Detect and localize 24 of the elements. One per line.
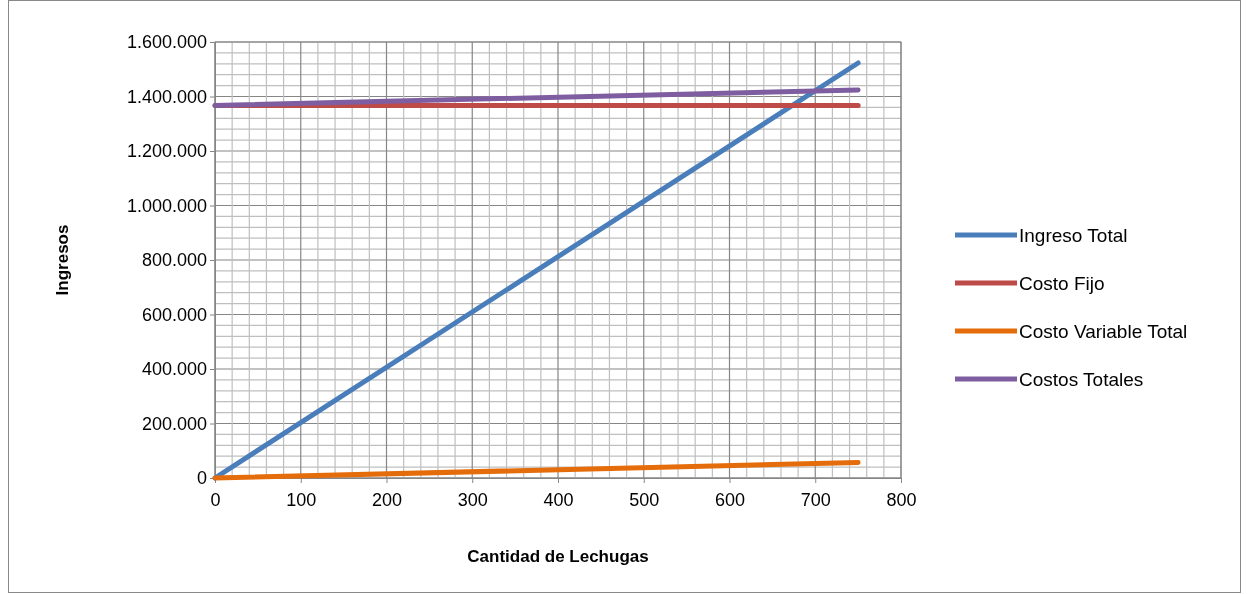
y-tick-label: 0 — [196, 468, 207, 489]
y-tick-label: 1.200.000 — [126, 141, 207, 162]
x-tick-label: 700 — [800, 489, 831, 510]
x-tick-label: 100 — [286, 489, 317, 510]
x-tick-label: 200 — [371, 489, 403, 510]
x-tick-label: 0 — [210, 489, 221, 510]
y-tick-label: 1.000.000 — [126, 195, 207, 216]
legend-label: Costos Totales — [1019, 369, 1144, 390]
x-tick-label: 600 — [714, 489, 746, 510]
y-tick-label: 400.000 — [141, 359, 207, 380]
x-axis-title: Cantidad de Lechugas — [467, 547, 649, 566]
x-tick-label: 500 — [629, 489, 660, 510]
legend-label: Ingreso Total — [1019, 225, 1128, 246]
y-tick-label: 800.000 — [141, 250, 207, 271]
x-tick-label: 300 — [457, 489, 488, 510]
x-tick-label: 400 — [543, 489, 574, 510]
legend-label: Costo Fijo — [1019, 273, 1105, 294]
y-tick-label: 1.600.000 — [126, 32, 207, 53]
y-axis-title: Ingresos — [53, 224, 72, 296]
y-tick-label: 600.000 — [141, 304, 207, 325]
y-tick-label: 200.000 — [141, 413, 207, 434]
legend-label: Costo Variable Total — [1019, 321, 1188, 342]
y-tick-label: 1.400.000 — [126, 86, 207, 107]
x-tick-label: 800 — [886, 489, 917, 510]
